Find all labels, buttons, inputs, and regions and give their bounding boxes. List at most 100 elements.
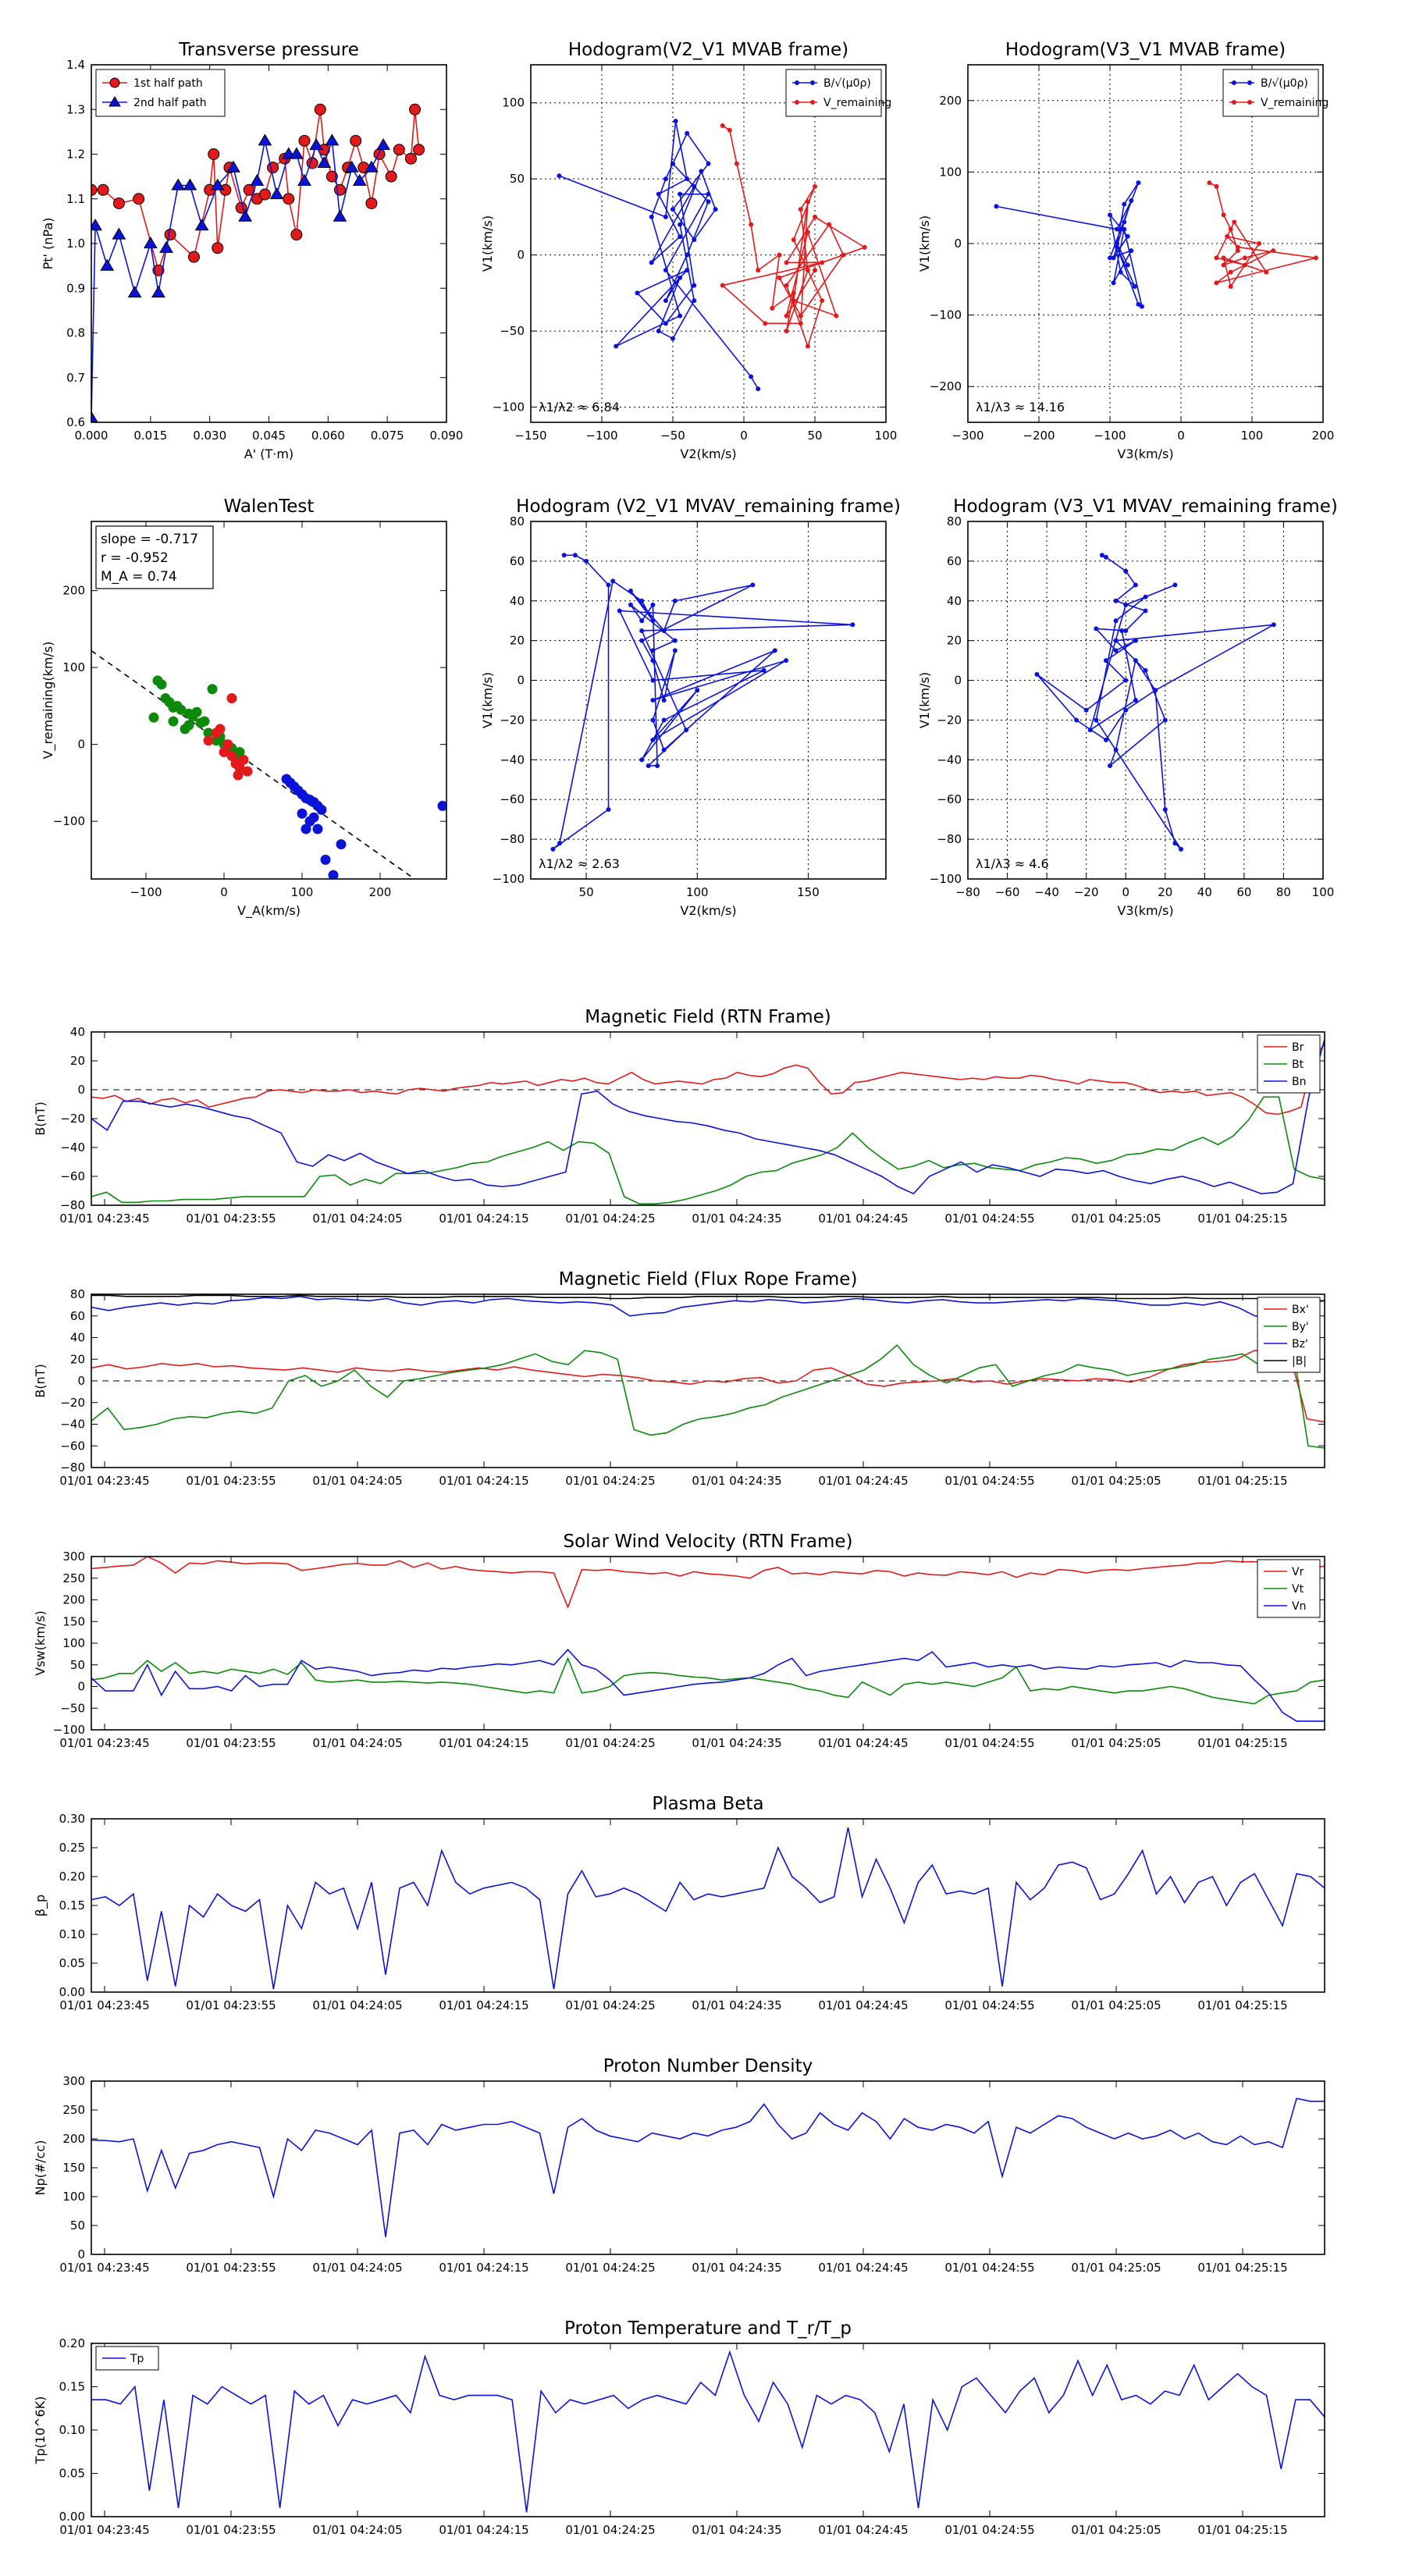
- x-tick-label: 200: [369, 885, 392, 899]
- x-tick-label: 01/01 04:23:45: [59, 1212, 149, 1226]
- fit-line: [91, 649, 416, 879]
- y-axis-label: B(nT): [33, 1101, 48, 1135]
- data-point: [798, 321, 803, 326]
- y-tick-label: 40: [70, 1331, 85, 1345]
- data-point: [1225, 233, 1230, 239]
- data-point: [639, 598, 645, 603]
- data-point: [226, 750, 237, 761]
- data-point: [827, 222, 832, 227]
- y-tick-label: 0: [77, 1083, 85, 1097]
- legend-marker: [1247, 100, 1252, 105]
- data-point: [352, 173, 367, 186]
- y-tick-label: 40: [70, 1025, 85, 1039]
- data-point: [720, 283, 725, 288]
- data-point: [650, 658, 656, 664]
- legend-marker: [108, 96, 121, 107]
- data-point: [1143, 667, 1148, 673]
- y-tick-label: 300: [62, 1550, 85, 1564]
- data-point: [91, 183, 98, 196]
- data-point: [1271, 248, 1276, 254]
- data-point: [1113, 638, 1119, 643]
- data-point: [656, 191, 661, 197]
- data-point: [692, 237, 697, 243]
- plot-layer: [91, 649, 446, 879]
- y-tick-label: 0.6: [66, 415, 85, 429]
- x-tick-label: 150: [797, 885, 820, 899]
- y-tick-label: 1.2: [66, 148, 85, 162]
- y-tick-label: 0.20: [59, 1870, 85, 1884]
- data-point: [639, 638, 645, 643]
- data-point: [1235, 244, 1240, 250]
- y-axis-label: V1(km/s): [480, 672, 495, 728]
- data-point: [713, 207, 718, 212]
- plot-area: [531, 521, 886, 879]
- data-point: [777, 275, 782, 280]
- data-point: [639, 757, 645, 763]
- y-tick-label: 50: [70, 2218, 85, 2233]
- x-tick-label: 01/01 04:24:35: [692, 1998, 781, 2012]
- x-tick-label: 01/01 04:24:05: [312, 1212, 402, 1226]
- data-point: [777, 252, 782, 258]
- y-tick-label: 1.1: [66, 192, 85, 206]
- data-point: [784, 260, 789, 265]
- x-tick-label: 01/01 04:24:35: [692, 1474, 781, 1488]
- data-point: [670, 207, 675, 212]
- series-line-Vn: [91, 1649, 1325, 1722]
- data-point: [678, 191, 683, 197]
- series-line-Bn: [91, 1039, 1325, 1195]
- y-tick-label: 300: [62, 2074, 85, 2088]
- chart-title: Hodogram(V2_V1 MVAB frame): [568, 40, 848, 60]
- legend-marker: [795, 80, 799, 85]
- data-point: [1113, 598, 1119, 603]
- plot-area: [531, 65, 886, 422]
- chart-h1: −150 −100 −50 0 50 100 −100 −50 0 50 100 V2(km/s) V1…: [480, 40, 897, 461]
- x-tick-label: −200: [1023, 429, 1055, 443]
- data-point: [1113, 747, 1119, 753]
- data-point: [646, 763, 651, 768]
- data-point: [805, 268, 810, 273]
- data-point: [692, 183, 697, 189]
- x-tick-label: 01/01 04:24:55: [944, 2261, 1034, 2275]
- data-point: [1162, 806, 1168, 812]
- data-point: [97, 183, 109, 196]
- x-tick-label: 01/01 04:25:05: [1071, 2261, 1161, 2275]
- data-point: [207, 684, 218, 695]
- x-tick-label: 01/01 04:23:55: [186, 2523, 276, 2537]
- x-tick-label: 01/01 04:24:55: [944, 2523, 1034, 2537]
- data-point: [1129, 198, 1134, 204]
- plot-layer: [557, 119, 867, 392]
- x-tick-label: 01/01 04:24:05: [312, 2261, 402, 2275]
- data-point: [661, 717, 667, 723]
- data-point: [1122, 226, 1127, 232]
- chart-ts_b_rtn: 01/01 04:23:45 01/01 04:23:55 01/01 04:24:…: [33, 1007, 1325, 1226]
- data-point: [670, 161, 675, 166]
- data-point: [293, 785, 304, 796]
- data-point: [1214, 255, 1219, 261]
- y-tick-label: 0.20: [59, 2336, 85, 2350]
- plot-area: [91, 65, 446, 422]
- data-point: [834, 313, 839, 318]
- chart-title: Plasma Beta: [652, 1794, 763, 1814]
- data-point: [784, 283, 789, 288]
- series-line-Np: [91, 2097, 1325, 2237]
- y-tick-label: 0: [77, 738, 85, 752]
- y-tick-label: 250: [62, 2103, 85, 2117]
- x-tick-label: −60: [995, 885, 1020, 899]
- data-point: [649, 260, 654, 265]
- x-tick-label: 50: [579, 885, 594, 899]
- data-point: [1087, 728, 1093, 733]
- x-tick-label: 0.030: [193, 429, 226, 443]
- legend-marker: [810, 100, 815, 105]
- x-tick-label: 01/01 04:24:35: [692, 1212, 781, 1226]
- x-tick-label: 0: [1122, 885, 1129, 899]
- data-point: [1094, 626, 1099, 632]
- y-tick-label: −100: [53, 1723, 85, 1737]
- x-tick-label: 01/01 04:24:35: [692, 2523, 781, 2537]
- y-tick-label: −80: [937, 832, 962, 846]
- axes-frame: [91, 521, 447, 880]
- x-tick-label: 01/01 04:24:15: [439, 2523, 528, 2537]
- data-point: [692, 298, 697, 304]
- legend-label: 1st half path: [133, 77, 203, 90]
- x-tick-label: 100: [686, 885, 709, 899]
- data-point: [663, 268, 668, 273]
